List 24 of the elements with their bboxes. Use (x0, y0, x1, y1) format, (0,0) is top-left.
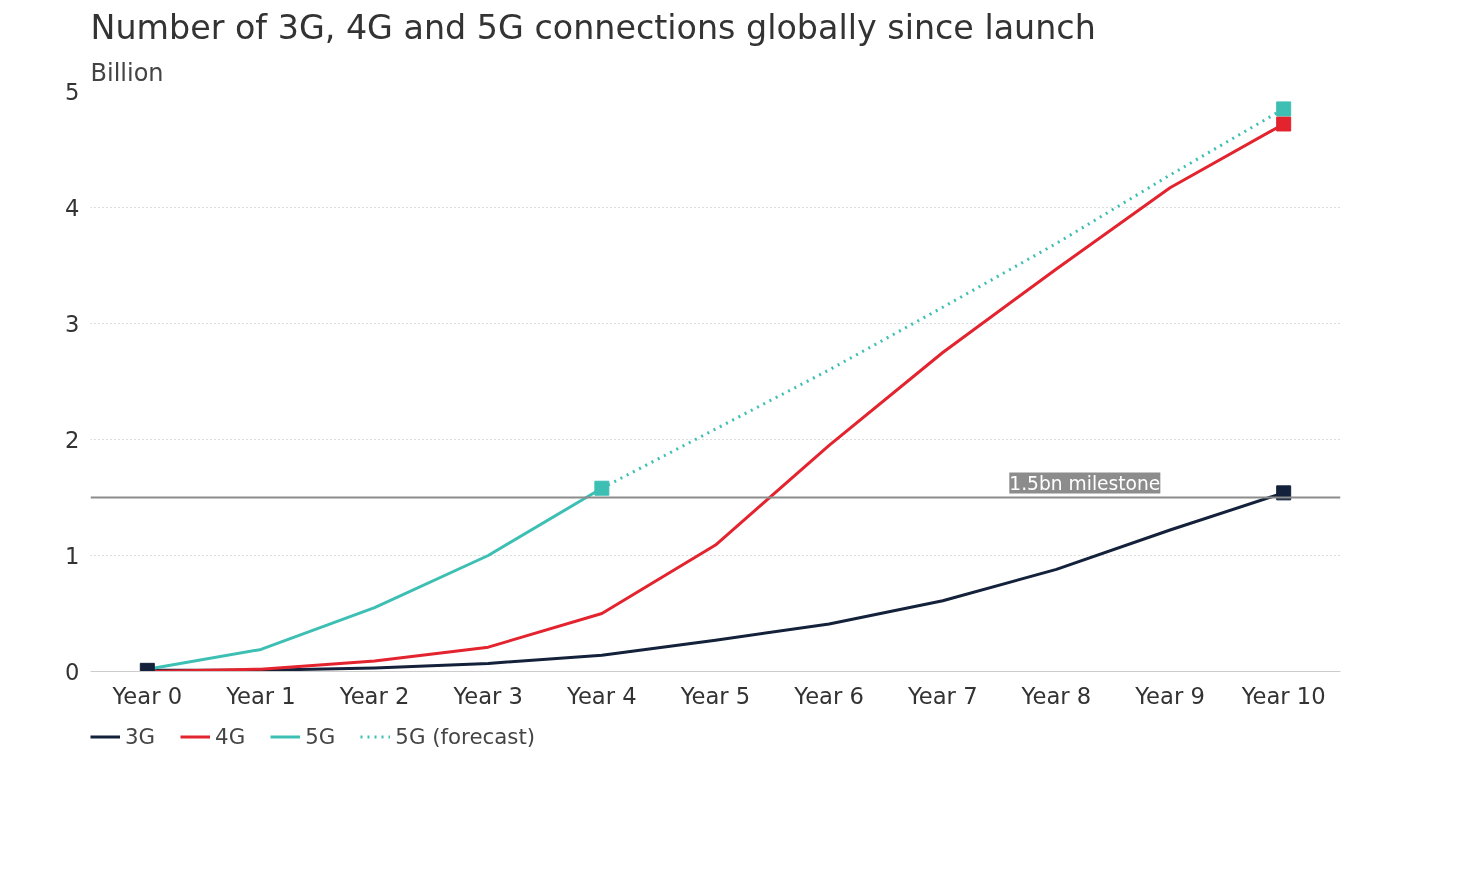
x-tick-label: Year 5 (679, 682, 751, 709)
y-tick-label: 2 (65, 427, 80, 453)
x-tick-label: Year 3 (452, 682, 524, 709)
ref-line-label: 1.5bn milestone (1009, 472, 1161, 494)
x-tick-label: Year 8 (1020, 682, 1092, 709)
legend-label: 5G (305, 723, 336, 749)
y-tick-label: 4 (65, 195, 80, 221)
x-tick-label: Year 6 (793, 682, 864, 709)
y-tick-label: 0 (65, 659, 80, 685)
x-tick-label: Year 1 (225, 682, 296, 709)
x-tick-label: Year 9 (1134, 682, 1205, 709)
chart-subtitle: Billion (90, 58, 164, 87)
y-tick-label: 3 (65, 311, 80, 337)
x-tick-label: Year 10 (1240, 682, 1326, 709)
x-tick-label: Year 2 (338, 682, 410, 709)
chart-title: Number of 3G, 4G and 5G connections globally since launch (90, 7, 1096, 47)
y-tick-label: 1 (65, 543, 80, 569)
legend-label: 5G (forecast) (395, 723, 536, 749)
legend-label: 4G (215, 723, 246, 749)
legend-label: 3G (125, 723, 156, 749)
x-tick-label: Year 4 (566, 682, 637, 709)
x-tick-label: Year 0 (111, 682, 183, 709)
x-tick-label: Year 7 (906, 682, 978, 709)
y-tick-label: 5 (65, 79, 80, 105)
